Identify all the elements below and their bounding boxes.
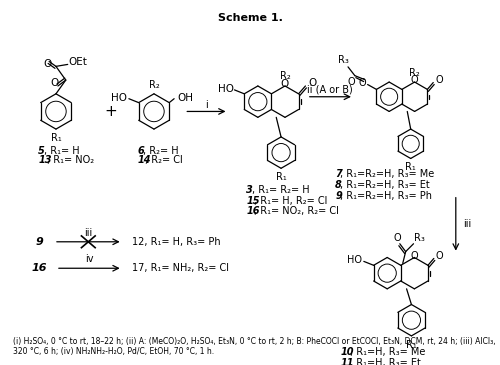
- Text: R₁: R₁: [406, 162, 416, 172]
- Text: O: O: [436, 250, 444, 261]
- Text: R₂: R₂: [409, 68, 420, 78]
- Text: 12, R₁= H, R₃= Ph: 12, R₁= H, R₃= Ph: [132, 237, 221, 247]
- Text: , R₁=R₂=H, R₃= Ph: , R₁=R₂=H, R₃= Ph: [340, 191, 432, 201]
- Text: 5: 5: [38, 146, 45, 155]
- Text: 7: 7: [336, 169, 342, 179]
- Text: 11: 11: [340, 358, 353, 365]
- Text: O: O: [51, 78, 59, 88]
- Text: O: O: [43, 59, 52, 69]
- Text: R₂: R₂: [280, 71, 290, 81]
- Text: i: i: [205, 100, 208, 110]
- Text: O: O: [281, 79, 289, 89]
- Text: O: O: [410, 250, 418, 261]
- Text: HO: HO: [111, 93, 127, 103]
- Text: 16: 16: [32, 263, 47, 273]
- Text: 9: 9: [336, 191, 342, 201]
- Text: 6: 6: [138, 146, 144, 155]
- Text: Scheme 1.: Scheme 1.: [218, 14, 282, 23]
- Text: , R₂= H: , R₂= H: [143, 146, 179, 155]
- Text: O: O: [436, 74, 443, 85]
- Text: , R₁=R₂=H, R₃= Et: , R₁=R₂=H, R₃= Et: [340, 180, 430, 190]
- Text: 9: 9: [36, 237, 43, 247]
- Text: , R₁= R₂= H: , R₁= R₂= H: [252, 185, 310, 195]
- Text: 13: 13: [38, 155, 52, 165]
- Text: R₁: R₁: [50, 133, 62, 143]
- Text: R₁: R₁: [276, 172, 286, 182]
- Text: , R₁=H, R₃= Et: , R₁=H, R₃= Et: [350, 358, 421, 365]
- Text: 3: 3: [246, 185, 253, 195]
- Text: OH: OH: [177, 93, 193, 103]
- Text: R₂: R₂: [148, 80, 160, 90]
- Text: , R₁= H: , R₁= H: [44, 146, 80, 155]
- Text: , R₂= Cl: , R₂= Cl: [145, 155, 183, 165]
- Text: HO: HO: [218, 84, 234, 94]
- Text: R₃: R₃: [338, 55, 348, 65]
- Text: OEt: OEt: [68, 57, 87, 68]
- Text: 15: 15: [246, 196, 260, 205]
- Text: 10: 10: [340, 346, 353, 357]
- Text: , R₁= NO₂, R₂= Cl: , R₁= NO₂, R₂= Cl: [254, 207, 339, 216]
- Text: iv: iv: [85, 254, 94, 264]
- Text: O: O: [359, 77, 366, 88]
- Text: , R₁= H, R₂= Cl: , R₁= H, R₂= Cl: [254, 196, 328, 205]
- Text: O: O: [347, 77, 355, 87]
- Text: R₃: R₃: [414, 233, 425, 243]
- Text: HO: HO: [346, 255, 362, 265]
- Text: O: O: [393, 233, 400, 243]
- Text: O: O: [308, 78, 316, 88]
- Text: (i) H₂SO₄, 0 °C to rt, 18–22 h; (ii) A: (MeCO)₂O, H₂SO₄, Et₃N, 0 °C to rt, 2 h; : (i) H₂SO₄, 0 °C to rt, 18–22 h; (ii) A: …: [13, 337, 496, 356]
- Text: R₁: R₁: [406, 340, 417, 350]
- Text: 16: 16: [246, 207, 260, 216]
- Text: ii (A or B): ii (A or B): [308, 85, 353, 95]
- Text: iii: iii: [462, 219, 471, 229]
- Text: O: O: [411, 75, 418, 85]
- Text: , R₁=H, R₃= Me: , R₁=H, R₃= Me: [350, 346, 426, 357]
- Text: , R₁=R₂=H, R₃= Me: , R₁=R₂=H, R₃= Me: [340, 169, 434, 179]
- Text: 14: 14: [138, 155, 151, 165]
- Text: +: +: [104, 104, 117, 119]
- Text: 17, R₁= NH₂, R₂= Cl: 17, R₁= NH₂, R₂= Cl: [132, 263, 230, 273]
- Text: , R₁= NO₂: , R₁= NO₂: [47, 155, 94, 165]
- Text: iii: iii: [84, 228, 92, 238]
- Text: 8: 8: [336, 180, 342, 190]
